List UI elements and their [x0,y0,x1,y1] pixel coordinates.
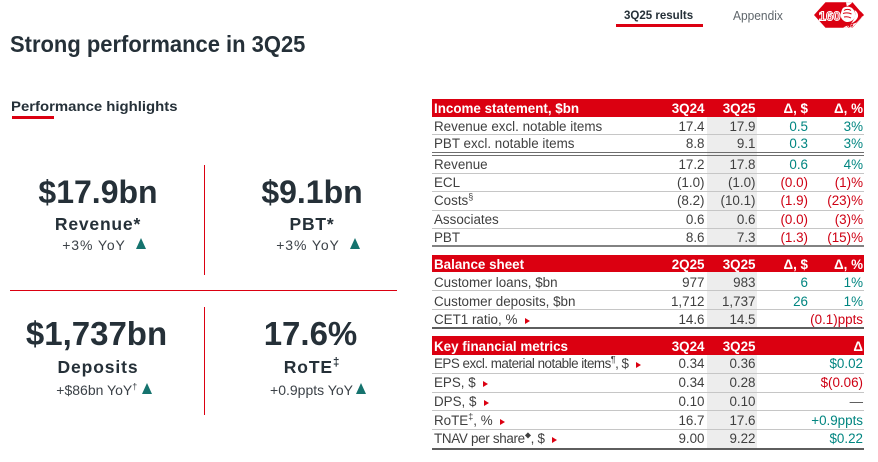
svg-text:160: 160 [819,8,841,23]
